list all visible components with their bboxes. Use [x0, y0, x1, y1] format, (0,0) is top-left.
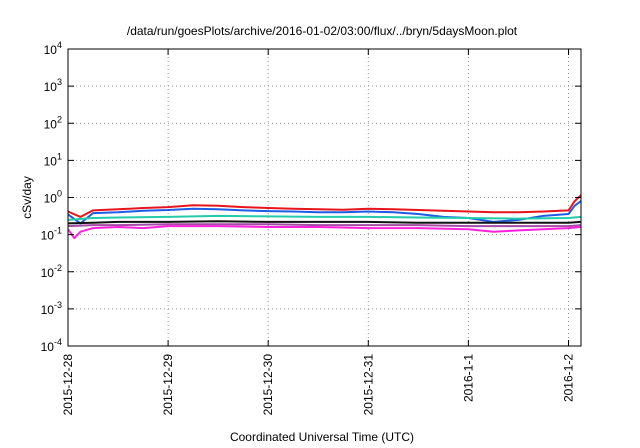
- chart-title: /data/run/goesPlots/archive/2016-01-02/0…: [127, 24, 518, 38]
- y-axis: 10-4 10-3 10-2 10-1 100 101 102 103 104: [41, 40, 581, 354]
- grid: [68, 49, 581, 346]
- x-axis-label: Coordinated Universal Time (UTC): [230, 430, 414, 444]
- y-tick-label: 103: [44, 77, 62, 94]
- y-tick-label: 104: [44, 40, 62, 57]
- y-tick-label: 10-1: [41, 226, 62, 243]
- x-tick-label: 2015-12-29: [161, 354, 175, 416]
- y-tick-label: 102: [44, 114, 62, 131]
- y-tick-label: 10-2: [41, 263, 62, 280]
- y-axis-label: cSv/day: [20, 176, 34, 219]
- y-tick-label: 100: [44, 189, 62, 206]
- series-line-4: [67, 220, 582, 225]
- y-tick-label: 101: [44, 151, 62, 168]
- series-line-5: [67, 223, 582, 228]
- y-tick-label: 10-3: [41, 300, 62, 317]
- x-tick-label: 2015-12-28: [61, 354, 75, 416]
- x-tick-label: 2016-1-1: [461, 354, 475, 402]
- x-tick-label: 2015-12-30: [261, 354, 275, 416]
- series-line-1: [67, 194, 582, 218]
- x-tick-label: 2015-12-31: [361, 354, 375, 416]
- y-tick-label: 10-4: [41, 337, 62, 354]
- x-tick-label: 2016-1-2: [561, 354, 575, 402]
- series-layer: [67, 194, 582, 240]
- series-line-6: [67, 225, 582, 240]
- x-axis: 2015-12-28 2015-12-29 2015-12-30 2015-12-31…: [61, 49, 575, 415]
- series-line-3: [67, 214, 582, 221]
